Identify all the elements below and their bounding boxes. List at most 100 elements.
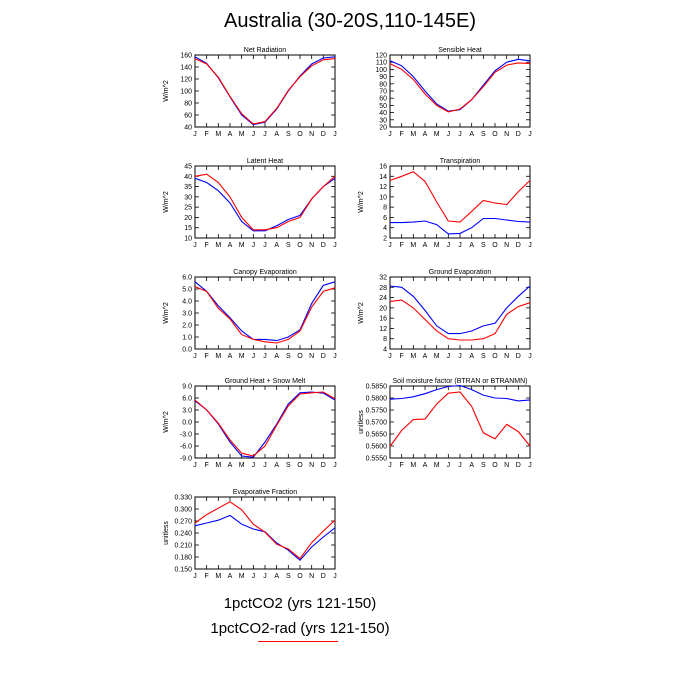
x-tick-label: A <box>274 462 279 469</box>
x-tick-label: J <box>388 131 392 138</box>
y-tick-label: 12 <box>379 184 387 191</box>
x-tick-label: J <box>193 462 197 469</box>
y-axis-label: unitless <box>358 410 365 434</box>
y-axis-label: unitless <box>163 521 170 545</box>
y-tick-label: 28 <box>379 285 387 292</box>
x-tick-label: A <box>274 573 279 580</box>
y-axis-label: W/m^2 <box>358 302 365 324</box>
y-axis-label: W/m^2 <box>358 191 365 213</box>
y-axis-label: W/m^2 <box>163 302 170 324</box>
x-tick-label: J <box>252 131 256 138</box>
x-tick-label: A <box>423 131 428 138</box>
legend-series-2: 1pctCO2-rad (yrs 121-150) <box>210 620 390 637</box>
x-tick-label: M <box>239 462 245 469</box>
x-tick-label: N <box>309 131 314 138</box>
x-tick-label: F <box>205 573 209 580</box>
x-tick-label: J <box>263 462 267 469</box>
x-tick-label: S <box>481 242 486 249</box>
y-tick-label: 6.0 <box>182 275 192 282</box>
plot-frame <box>194 54 336 128</box>
series-line-2 <box>389 299 531 341</box>
x-tick-label: F <box>205 242 209 249</box>
x-tick-label: N <box>504 462 509 469</box>
x-tick-label: M <box>410 131 416 138</box>
y-tick-label: 15 <box>184 225 192 232</box>
x-tick-label: S <box>286 131 291 138</box>
x-tick-label: N <box>309 242 314 249</box>
y-tick-label: 0.270 <box>174 519 192 526</box>
plot-frame <box>194 165 336 239</box>
x-tick-label: M <box>215 131 221 138</box>
x-tick-label: M <box>215 573 221 580</box>
x-tick-label: F <box>205 462 209 469</box>
y-tick-label: 3.0 <box>182 311 192 318</box>
y-tick-label: 6 <box>383 215 387 222</box>
chart-title: Soil moisture factor (BTRAN or BTRANMN) <box>393 378 528 385</box>
y-tick-label: 0.5650 <box>366 432 388 439</box>
y-tick-label: 0.0 <box>182 420 192 427</box>
x-tick-label: M <box>434 242 440 249</box>
x-tick-label: J <box>447 131 451 138</box>
x-tick-label: J <box>263 573 267 580</box>
x-tick-label: J <box>333 353 337 360</box>
x-tick-label: A <box>423 242 428 249</box>
x-tick-label: A <box>274 242 279 249</box>
y-tick-label: 16 <box>379 164 387 171</box>
series-line-2 <box>194 501 336 560</box>
x-tick-label: O <box>492 353 498 360</box>
x-tick-label: N <box>309 573 314 580</box>
y-tick-label: 12 <box>379 326 387 333</box>
x-tick-label: J <box>252 353 256 360</box>
y-tick-label: 0.5700 <box>366 420 388 427</box>
x-tick-label: A <box>228 462 233 469</box>
y-tick-label: 0.5600 <box>366 444 388 451</box>
y-tick-label: 4 <box>383 225 387 232</box>
chart-title: Sensible Heat <box>438 47 482 54</box>
y-tick-label: 50 <box>379 103 387 110</box>
x-tick-label: J <box>252 573 256 580</box>
y-tick-label: 110 <box>376 60 387 67</box>
y-tick-label: 4.0 <box>182 299 192 306</box>
series-line-1 <box>194 514 336 561</box>
x-tick-label: J <box>388 242 392 249</box>
x-tick-label: A <box>274 353 279 360</box>
x-tick-label: J <box>528 462 532 469</box>
x-tick-label: D <box>321 462 326 469</box>
y-tick-label: 16 <box>379 316 387 323</box>
x-tick-label: M <box>434 462 440 469</box>
y-tick-label: -6.0 <box>180 444 192 451</box>
y-tick-label: -9.0 <box>180 456 192 463</box>
y-tick-label: 0.150 <box>174 567 192 574</box>
series-line-2 <box>194 391 336 457</box>
x-tick-label: D <box>321 242 326 249</box>
x-tick-label: F <box>400 242 404 249</box>
x-tick-label: M <box>434 353 440 360</box>
y-tick-label: 32 <box>379 275 387 282</box>
x-tick-label: F <box>205 353 209 360</box>
y-axis-label: W/m^2 <box>163 80 170 102</box>
x-tick-label: D <box>321 131 326 138</box>
x-tick-label: J <box>447 353 451 360</box>
y-tick-label: 1.0 <box>182 335 192 342</box>
y-tick-label: 90 <box>379 74 387 81</box>
x-tick-label: A <box>469 462 474 469</box>
y-tick-label: 0.5850 <box>366 384 388 391</box>
y-tick-label: 140 <box>180 65 192 72</box>
x-tick-label: A <box>228 242 233 249</box>
series-line-1 <box>389 384 531 402</box>
x-tick-label: N <box>504 242 509 249</box>
y-tick-label: 2.0 <box>182 323 192 330</box>
x-tick-label: O <box>297 462 303 469</box>
series-line-2 <box>389 391 531 447</box>
x-tick-label: A <box>469 242 474 249</box>
x-tick-label: D <box>516 353 521 360</box>
x-tick-label: J <box>333 462 337 469</box>
y-tick-label: 45 <box>184 164 192 171</box>
y-tick-label: 20 <box>379 125 387 132</box>
x-tick-label: A <box>228 353 233 360</box>
y-tick-label: 0.5550 <box>366 456 388 463</box>
chart-title: Latent Heat <box>247 158 283 165</box>
